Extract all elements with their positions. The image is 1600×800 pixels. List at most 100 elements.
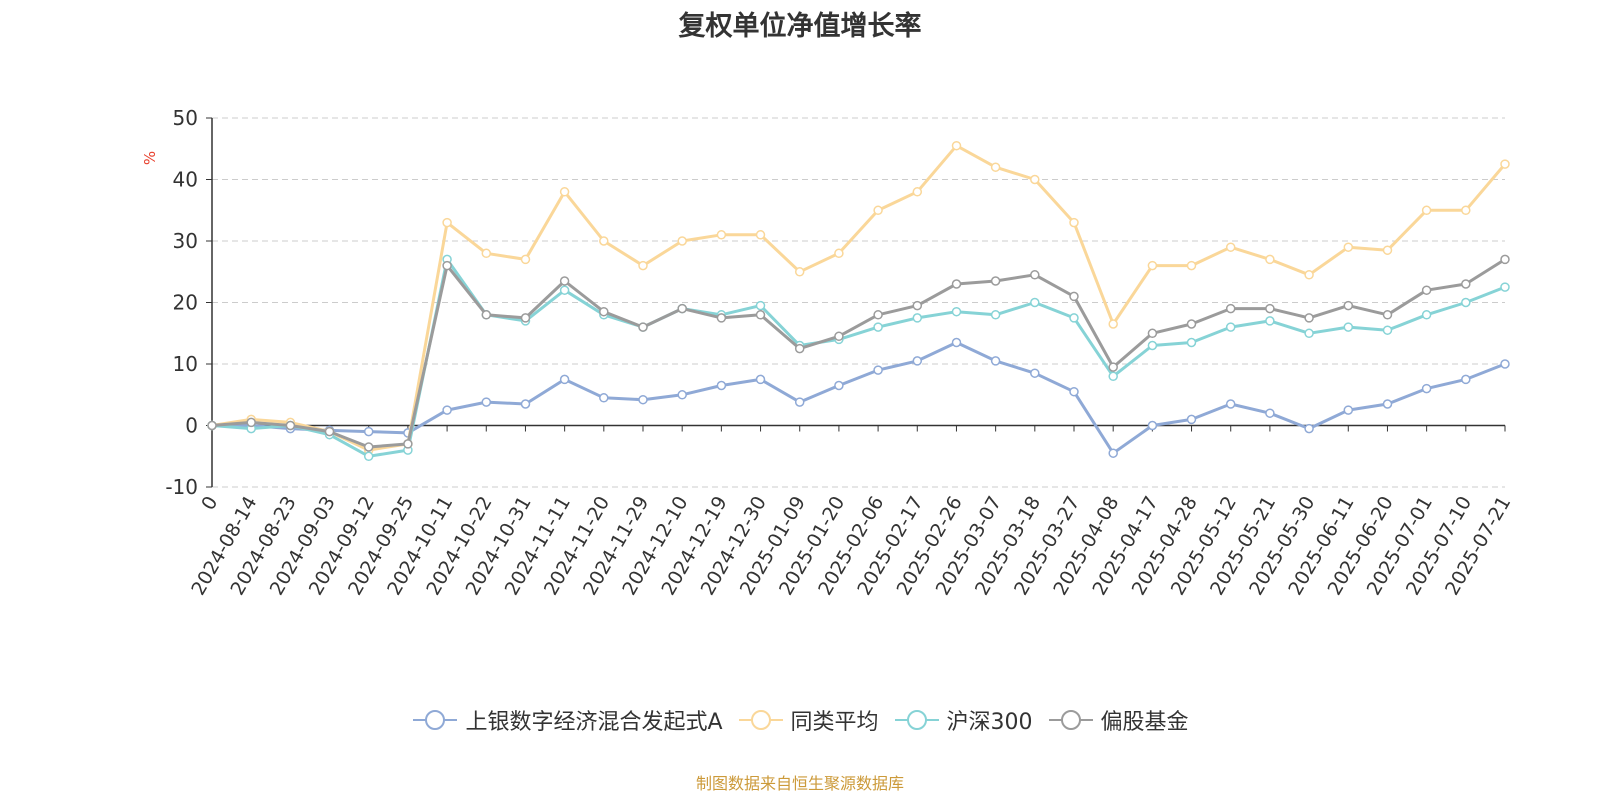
data-point bbox=[873, 365, 883, 375]
data-point bbox=[481, 310, 492, 320]
data-point bbox=[794, 267, 805, 277]
data-point bbox=[873, 205, 883, 216]
data-point bbox=[1069, 386, 1079, 397]
y-tick-label: 0 bbox=[185, 414, 198, 438]
data-point bbox=[481, 397, 492, 407]
data-point bbox=[520, 313, 531, 323]
y-tick-label: 40 bbox=[173, 168, 198, 192]
data-point bbox=[363, 426, 374, 437]
data-point bbox=[481, 248, 492, 259]
legend-label: 偏股基金 bbox=[1100, 710, 1189, 735]
legend-item[interactable]: 上银数字经济混合发起式A bbox=[411, 704, 723, 736]
data-point bbox=[1147, 420, 1158, 431]
data-point bbox=[1304, 313, 1314, 323]
data-point bbox=[834, 380, 844, 391]
data-point bbox=[1461, 297, 1471, 308]
data-point bbox=[1069, 217, 1079, 228]
legend-line-marker-icon bbox=[894, 710, 939, 730]
data-point bbox=[1304, 328, 1314, 339]
data-point bbox=[559, 285, 570, 295]
data-point bbox=[1382, 325, 1393, 335]
data-point bbox=[599, 393, 609, 403]
data-point bbox=[1382, 310, 1393, 320]
data-point bbox=[1421, 310, 1432, 320]
y-tick-label: 50 bbox=[173, 106, 198, 130]
data-point bbox=[1186, 319, 1197, 329]
series-line bbox=[210, 144, 1507, 452]
data-point bbox=[990, 162, 1001, 172]
data-point bbox=[1421, 205, 1432, 216]
legend-label: 沪深300 bbox=[946, 710, 1033, 735]
data-point bbox=[1225, 322, 1236, 332]
series-line bbox=[210, 341, 1507, 455]
data-point bbox=[834, 248, 844, 259]
data-point bbox=[1421, 383, 1432, 394]
data-point bbox=[1186, 260, 1197, 271]
data-point bbox=[1265, 316, 1275, 326]
data-point bbox=[442, 217, 452, 228]
data-point bbox=[716, 230, 727, 240]
data-point bbox=[1069, 291, 1079, 302]
y-tick-label: 20 bbox=[173, 291, 198, 315]
data-point bbox=[324, 426, 335, 437]
data-point bbox=[951, 306, 962, 317]
data-point bbox=[1108, 448, 1118, 458]
data-point bbox=[1225, 399, 1236, 409]
data-point bbox=[285, 420, 296, 431]
data-point bbox=[1108, 371, 1118, 382]
data-point bbox=[873, 310, 883, 320]
source-note: 制图数据来自恒生聚源数据库 bbox=[695, 774, 904, 793]
data-point bbox=[1147, 328, 1158, 339]
x-tick-label: 0 bbox=[197, 493, 222, 514]
data-point bbox=[1500, 254, 1510, 265]
data-point bbox=[1500, 159, 1510, 169]
data-point bbox=[1343, 242, 1354, 252]
data-point bbox=[755, 310, 766, 320]
data-point bbox=[677, 390, 687, 400]
legend-line-marker-icon bbox=[1048, 710, 1093, 730]
data-point bbox=[912, 300, 923, 311]
data-point bbox=[1304, 270, 1314, 280]
data-point bbox=[794, 397, 805, 407]
data-point bbox=[1382, 399, 1393, 409]
data-point bbox=[1461, 279, 1471, 289]
data-point bbox=[638, 322, 648, 332]
data-point bbox=[1265, 303, 1275, 314]
legend-item[interactable]: 同类平均 bbox=[737, 704, 879, 736]
data-point bbox=[912, 356, 923, 366]
data-point bbox=[1382, 245, 1393, 255]
legend-item[interactable]: 偏股基金 bbox=[1047, 704, 1189, 736]
data-point bbox=[1461, 374, 1471, 385]
data-point bbox=[1225, 303, 1236, 314]
grid-lines bbox=[212, 117, 1505, 488]
data-point bbox=[599, 306, 609, 317]
data-point bbox=[716, 380, 727, 391]
data-point bbox=[520, 254, 531, 265]
data-point bbox=[559, 187, 570, 197]
data-point bbox=[677, 236, 687, 246]
series-lines bbox=[207, 140, 1510, 462]
y-tick-label: 10 bbox=[173, 352, 198, 376]
data-point bbox=[246, 417, 256, 428]
data-point bbox=[442, 260, 452, 271]
data-point bbox=[951, 140, 962, 151]
data-point bbox=[1069, 313, 1079, 323]
data-point bbox=[403, 439, 413, 449]
data-point bbox=[1343, 405, 1354, 415]
chart-title: 复权单位净值增长率 bbox=[678, 11, 922, 42]
data-point bbox=[1421, 285, 1432, 295]
data-point bbox=[1030, 368, 1040, 378]
data-point bbox=[1304, 423, 1314, 434]
legend-line-marker-icon bbox=[413, 710, 458, 730]
data-point bbox=[794, 343, 805, 354]
data-point bbox=[559, 374, 570, 385]
data-point bbox=[1030, 270, 1040, 280]
data-point bbox=[990, 310, 1001, 320]
data-point bbox=[1500, 359, 1510, 369]
data-point bbox=[990, 276, 1001, 286]
data-point bbox=[755, 230, 766, 240]
data-point bbox=[363, 451, 374, 462]
legend-item[interactable]: 沪深300 bbox=[893, 704, 1033, 736]
data-point bbox=[1186, 414, 1197, 425]
data-point bbox=[873, 322, 883, 332]
